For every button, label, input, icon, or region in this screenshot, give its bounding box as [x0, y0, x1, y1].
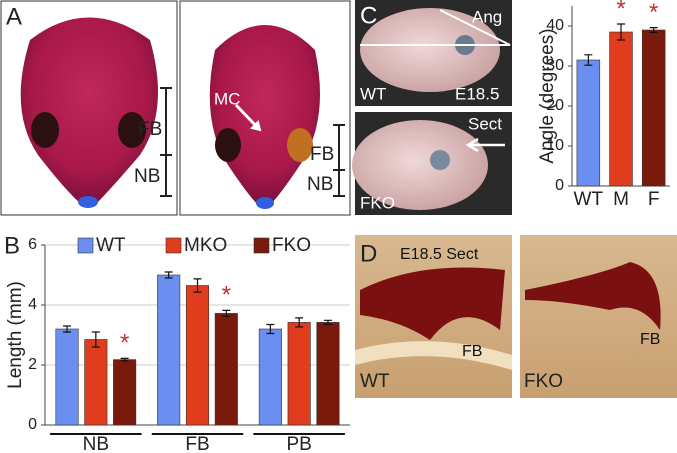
- significance-mark: *: [649, 0, 658, 26]
- error-bar: [91, 331, 100, 348]
- genotype-label: FKO: [186, 189, 221, 208]
- y-tick-label: 0: [555, 177, 564, 194]
- legend-swatch: [165, 237, 182, 254]
- y-tick-label: 10: [546, 137, 564, 154]
- y-tick-label: 20: [546, 97, 564, 114]
- panel-label: C: [360, 2, 377, 29]
- error-bar: [63, 325, 72, 333]
- legend-label: WT: [96, 235, 126, 256]
- error-bar: [164, 271, 173, 279]
- stage-label: E18.5: [455, 84, 499, 103]
- photo-d-fko: [520, 235, 677, 398]
- panel-label: B: [4, 232, 20, 259]
- bracket-label: NB: [307, 174, 333, 195]
- error-bar: [266, 323, 275, 335]
- genotype-label: WT: [360, 371, 390, 392]
- y-tick-label: 30: [546, 57, 564, 74]
- error-bar: [584, 54, 593, 66]
- x-tick-label: NB: [83, 434, 109, 453]
- photo-a-wt: [0, 0, 178, 216]
- error-bar: [193, 278, 202, 293]
- x-tick-label: M: [613, 189, 629, 210]
- bracket-label: NB: [134, 166, 160, 187]
- error-bar: [649, 27, 658, 33]
- error-bar: [120, 357, 129, 362]
- bar: [55, 328, 79, 426]
- bar: [316, 322, 340, 426]
- genotype-label: WT: [360, 84, 386, 103]
- legend-label: MKO: [184, 235, 227, 256]
- brackets: [160, 87, 345, 197]
- bar: [84, 339, 108, 426]
- panel-label: D: [360, 240, 377, 267]
- legend-swatch: [253, 237, 270, 254]
- error-bar: [323, 319, 332, 326]
- bar: [641, 29, 666, 187]
- bar: [185, 285, 210, 426]
- error-bar: [617, 23, 625, 41]
- photo-c-top: [355, 0, 512, 106]
- photo-d-wt: [355, 235, 512, 398]
- marker-label: MC: [214, 89, 240, 108]
- y-tick-label: 2: [28, 356, 37, 373]
- bracket-label: FB: [310, 144, 334, 165]
- significance-mark: *: [616, 0, 625, 22]
- y-axis-label: Length (mm): [5, 281, 26, 389]
- caption: E18.5 Sect: [400, 246, 479, 263]
- bar: [157, 274, 181, 426]
- bar: [287, 322, 311, 426]
- region-label: FB: [462, 343, 482, 360]
- x-tick-label: WT: [574, 189, 604, 210]
- section-label: Sect: [468, 114, 502, 133]
- bar: [609, 31, 633, 187]
- bar: [576, 59, 601, 187]
- legend-swatch: [77, 237, 94, 254]
- panel-label: A: [6, 3, 22, 30]
- genotype-label: WT: [8, 189, 34, 208]
- bar: [258, 328, 282, 426]
- bracket-label: FB: [138, 119, 162, 140]
- error-bar: [295, 317, 304, 328]
- legend-label: FKO: [272, 235, 311, 256]
- genotype-label: FKO: [360, 193, 395, 212]
- bar: [214, 313, 238, 426]
- y-tick-label: 40: [546, 17, 564, 34]
- photo-a-fko: [179, 0, 351, 216]
- x-tick-label: PB: [286, 434, 311, 453]
- error-bar: [222, 309, 231, 317]
- y-tick-label: 4: [28, 296, 37, 313]
- angle-label: Ang: [472, 7, 502, 26]
- significance-mark: *: [120, 330, 129, 357]
- photo-c-bottom: [352, 112, 512, 215]
- significance-mark: *: [222, 282, 231, 309]
- bar: [113, 359, 137, 426]
- genotype-label: FKO: [524, 371, 563, 392]
- x-tick-label: FB: [185, 434, 209, 453]
- region-label: FB: [640, 331, 660, 348]
- x-tick-label: F: [648, 189, 660, 210]
- y-tick-label: 6: [28, 236, 37, 253]
- y-tick-label: 0: [28, 416, 37, 433]
- y-axis-label: Angle (degrees): [537, 28, 558, 163]
